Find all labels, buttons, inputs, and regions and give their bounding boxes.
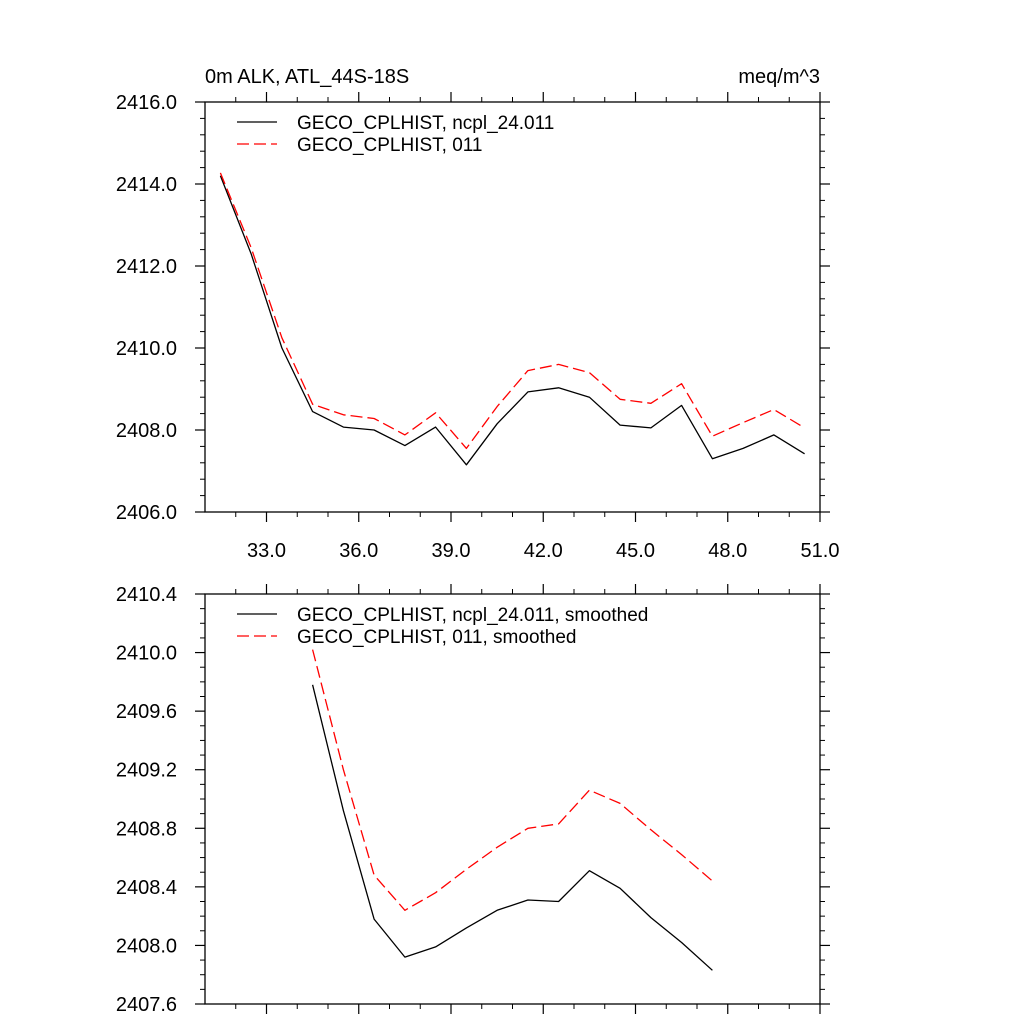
top-x-tick-label: 36.0 (339, 540, 378, 562)
bottom-y-tick-label: 2409.6 (116, 701, 177, 723)
top-chart-units: meq/m^3 (738, 66, 820, 88)
bottom-y-tick-label: 2408.8 (116, 818, 177, 840)
top-line-chart: 0m ALK, ATL_44S-18S meq/m^3 2406.0 2408.0… (116, 66, 840, 562)
top-y-tick-label: 2406.0 (116, 502, 177, 524)
top-x-tick-label: 42.0 (524, 540, 563, 562)
bottom-y-tick-label: 2407.6 (116, 994, 177, 1016)
bottom-plot-frame (204, 593, 821, 1005)
bottom-y-tick-label: 2408.0 (116, 935, 177, 957)
bottom-y-tick-label: 2410.0 (116, 643, 177, 665)
top-x-tick-label: 51.0 (801, 540, 840, 562)
top-x-tick-label: 33.0 (247, 540, 286, 562)
bottom-legend-label-0: GECO_CPLHIST, ncpl_24.011, smoothed (297, 605, 648, 626)
top-x-tick-label: 39.0 (432, 540, 471, 562)
bottom-series-line-1 (311, 649, 713, 911)
top-y-tick-label: 2416.0 (116, 92, 177, 114)
top-x-tick-label: 45.0 (616, 540, 655, 562)
top-chart-title: 0m ALK, ATL_44S-18S (205, 66, 409, 88)
top-y-tick-label: 2412.0 (116, 256, 177, 278)
top-legend-label-0: GECO_CPLHIST, ncpl_24.011 (297, 113, 554, 134)
bottom-legend-label-1: GECO_CPLHIST, 011, smoothed (297, 627, 577, 648)
bottom-y-tick-label: 2409.2 (116, 760, 177, 782)
top-y-tick-label: 2414.0 (116, 174, 177, 196)
top-plot-frame (204, 101, 821, 513)
top-y-tick-label: 2408.0 (116, 420, 177, 442)
bottom-line-chart: 2407.6 2408.0 2408.4 2408.8 2409.2 2409.6 2410… (116, 584, 830, 1016)
bottom-series-line-0 (311, 684, 713, 971)
top-y-tick-label: 2410.0 (116, 338, 177, 360)
top-legend-label-1: GECO_CPLHIST, 011 (297, 135, 483, 156)
bottom-y-tick-label: 2410.4 (116, 584, 177, 606)
top-series-line-0 (219, 175, 805, 466)
top-series-line-1 (219, 172, 805, 450)
bottom-y-tick-label: 2408.4 (116, 877, 177, 899)
top-x-tick-label: 48.0 (708, 540, 747, 562)
